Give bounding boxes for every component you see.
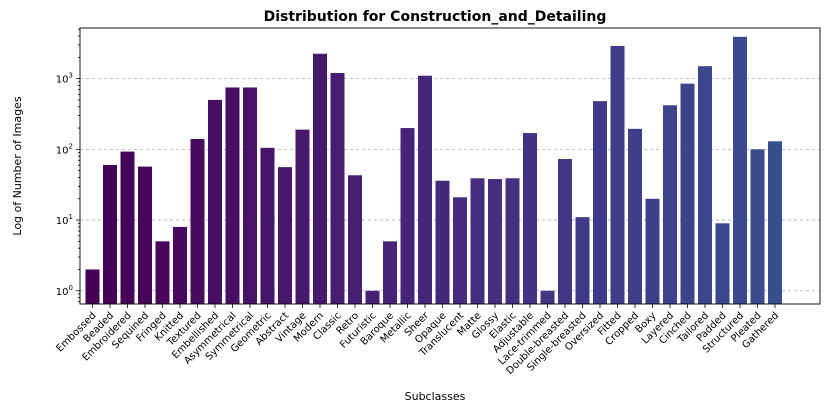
- bar-glossy: [488, 179, 502, 304]
- bar-embossed: [85, 269, 100, 304]
- bar-elastic: [505, 178, 520, 304]
- bar-classic: [330, 73, 345, 304]
- bar-lace-trimmed: [540, 290, 555, 304]
- bar-matte: [470, 178, 485, 304]
- bar-abstract: [278, 167, 292, 304]
- x-axis-ticks: EmbossedBeadedEmbroideredSequinedFringed…: [54, 304, 781, 377]
- bar-futuristic: [365, 290, 380, 304]
- x-axis-label: Subclasses: [405, 390, 466, 403]
- bar-sheer: [418, 75, 432, 304]
- y-axis-label: Log of Number of Images: [11, 96, 24, 235]
- bar-symmetrical: [243, 87, 257, 305]
- bar-baroque: [383, 241, 397, 304]
- bar-fringed: [155, 241, 170, 304]
- bar-geometric: [260, 147, 275, 304]
- y-tick-label: 102: [56, 142, 73, 156]
- bar-padded: [715, 223, 730, 304]
- bar-retro: [348, 175, 362, 304]
- bar-metallic: [400, 128, 415, 304]
- bar-pleated: [750, 149, 765, 304]
- bar-modern: [313, 53, 327, 305]
- bar-gathered: [768, 141, 782, 304]
- bar-vintage: [295, 129, 310, 304]
- y-tick-label: 100: [56, 284, 73, 298]
- bar-fitted: [610, 45, 625, 304]
- bar-translucent: [453, 197, 467, 304]
- y-tick-label: 101: [56, 213, 73, 227]
- plot-frame: [79, 27, 821, 305]
- bar-asymmetrical: [225, 87, 240, 305]
- bar-textured: [190, 139, 205, 304]
- bars: [85, 36, 782, 305]
- y-axis-ticks: 100 101 102 103: [56, 28, 80, 303]
- bar-adjustable: [523, 133, 537, 304]
- bar-knitted: [173, 226, 187, 304]
- bar-structured: [733, 36, 747, 305]
- bar-beaded: [103, 165, 117, 304]
- bar-cinched: [680, 83, 695, 304]
- bar-layered: [663, 105, 677, 304]
- y-tick-label: 103: [56, 72, 73, 86]
- bar-opaque: [435, 180, 450, 304]
- bar-double-breasted: [558, 159, 572, 304]
- bar-tailored: [698, 66, 712, 304]
- bar-cropped: [628, 128, 642, 304]
- bar-single-breasted: [575, 217, 590, 304]
- bar-embellished: [208, 99, 222, 304]
- bar-sequined: [138, 166, 152, 304]
- bar-boxy: [645, 198, 660, 304]
- bar-embroidered: [120, 151, 135, 304]
- chart-title: Distribution for Construction_and_Detail…: [264, 9, 607, 25]
- bar-oversized: [593, 101, 607, 304]
